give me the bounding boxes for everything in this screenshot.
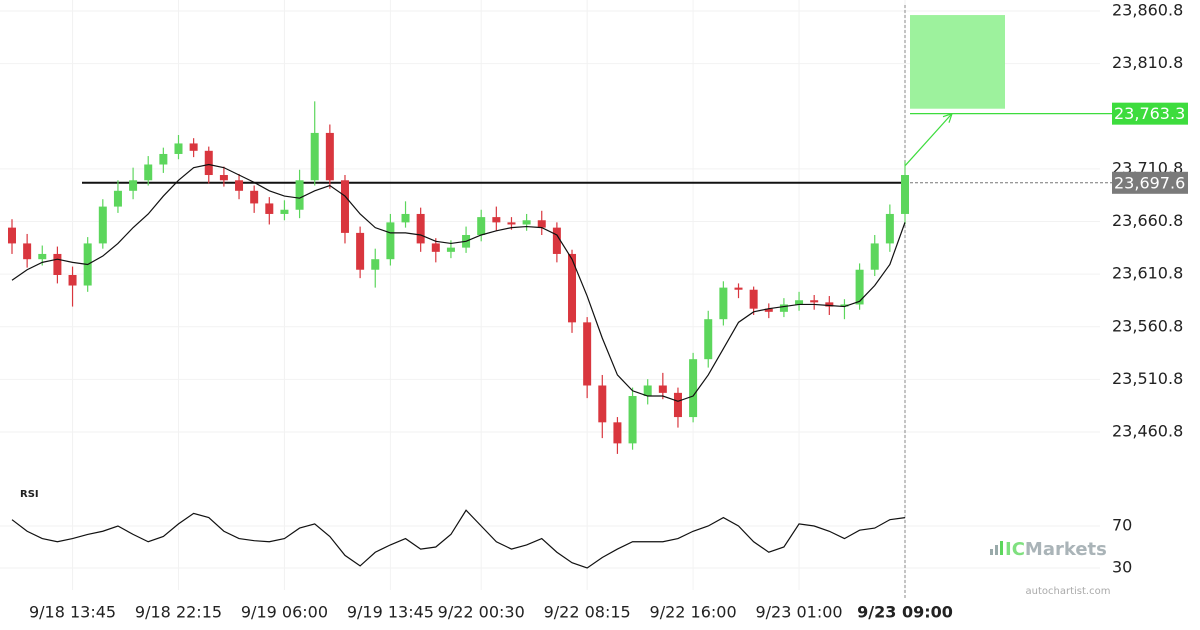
y-tick-label: 23,810.8 — [1112, 53, 1183, 72]
candle-body — [98, 206, 107, 244]
candle-body — [159, 153, 168, 165]
candle-body — [810, 300, 819, 303]
watermark-text: ICMarkets — [1005, 539, 1107, 560]
watermark: ICMarkets — [990, 539, 1107, 560]
x-tick-label: 9/22 16:00 — [650, 603, 737, 622]
candle-body — [53, 253, 62, 275]
credit: autochartist.com — [1026, 586, 1111, 597]
candle-body — [23, 243, 32, 260]
logo-bar — [995, 545, 998, 555]
candle-body — [219, 175, 228, 181]
candle-body — [280, 209, 289, 214]
candle-body — [204, 150, 213, 176]
target-arrowhead — [942, 113, 953, 123]
candle-body — [855, 269, 864, 305]
candle-body — [68, 274, 77, 286]
x-tick-label: 9/23 09:00 — [857, 603, 953, 622]
candle-body — [310, 132, 319, 181]
candles — [8, 101, 909, 454]
candle-body — [416, 213, 425, 244]
y-tick-label: 23,860.8 — [1112, 1, 1183, 20]
candle-body — [507, 222, 516, 225]
candle-body — [673, 392, 682, 418]
y-tick-label: 23,610.8 — [1112, 264, 1183, 283]
y-tick-label: 23,510.8 — [1112, 369, 1183, 388]
candle-body — [492, 217, 501, 223]
logo-bar — [990, 549, 993, 555]
logo-bar — [1000, 541, 1003, 555]
target-label-box — [1112, 102, 1188, 125]
candle-body — [295, 180, 304, 210]
candle-body — [779, 304, 788, 312]
x-tick-label: 9/22 08:15 — [544, 603, 631, 622]
y-tick-label: 70 — [1112, 515, 1132, 534]
candle-body — [749, 289, 758, 309]
candle-body — [840, 304, 849, 307]
candle-body — [522, 220, 531, 225]
grid — [0, 0, 1100, 590]
candle-body — [129, 180, 138, 191]
candle-body — [174, 143, 183, 154]
moving-average — [11, 163, 906, 402]
candle-body — [901, 175, 909, 214]
candle-body — [795, 300, 804, 305]
watermark-brand: IC — [1005, 539, 1025, 560]
level-label: 23,697.6 — [1114, 173, 1185, 192]
target-arrow — [904, 113, 953, 167]
candle-body — [719, 287, 728, 320]
candle-body — [537, 220, 546, 228]
y-tick-label: 23,560.8 — [1112, 316, 1183, 335]
candle-body — [689, 359, 698, 418]
candle-body — [643, 385, 652, 397]
candle-body — [144, 164, 153, 181]
candle-body — [113, 190, 122, 207]
candle-body — [764, 308, 773, 312]
forecast-box — [910, 15, 1005, 109]
target-label: 23,763.3 — [1114, 104, 1185, 123]
candle-body — [446, 247, 455, 252]
candle-body — [825, 302, 834, 307]
candle-body — [870, 243, 879, 270]
candle-body — [371, 259, 380, 270]
candle-body — [734, 287, 743, 290]
candle-body — [265, 203, 274, 214]
candle-body — [885, 213, 894, 244]
x-tick-label: 9/19 13:45 — [347, 603, 434, 622]
candle-body — [613, 422, 622, 444]
candle-body — [477, 217, 486, 235]
candle-body — [704, 319, 713, 360]
candle-body — [325, 132, 334, 181]
candle-body — [431, 243, 440, 252]
candle-body — [628, 396, 637, 444]
candle-body — [583, 322, 592, 386]
candle-body — [552, 227, 561, 254]
candle-body — [356, 232, 365, 270]
candle-body — [386, 222, 395, 260]
x-tick-label: 9/18 13:45 — [29, 603, 116, 622]
x-tick-label: 9/19 06:00 — [241, 603, 328, 622]
y-tick-label: 23,660.8 — [1112, 211, 1183, 230]
x-tick-label: 9/22 00:30 — [438, 603, 525, 622]
candle-body — [189, 143, 198, 151]
rsi-title: RSI — [20, 489, 39, 500]
x-tick-label: 9/18 22:15 — [135, 603, 222, 622]
rsi-line — [11, 509, 906, 569]
level-label-box — [1112, 171, 1188, 194]
watermark-name: Markets — [1025, 539, 1107, 560]
candle-body — [401, 213, 410, 223]
candle-body — [598, 385, 607, 423]
x-tick-label: 9/23 01:00 — [755, 603, 842, 622]
candle-body — [250, 190, 259, 204]
candle-body — [340, 180, 349, 233]
candle-body — [8, 227, 16, 244]
candle-body — [38, 253, 47, 260]
y-tick-label: 30 — [1112, 557, 1132, 576]
candle-body — [658, 385, 667, 393]
y-tick-label: 23,460.8 — [1112, 422, 1183, 441]
candle-body — [568, 253, 577, 323]
candle-body — [235, 180, 244, 191]
